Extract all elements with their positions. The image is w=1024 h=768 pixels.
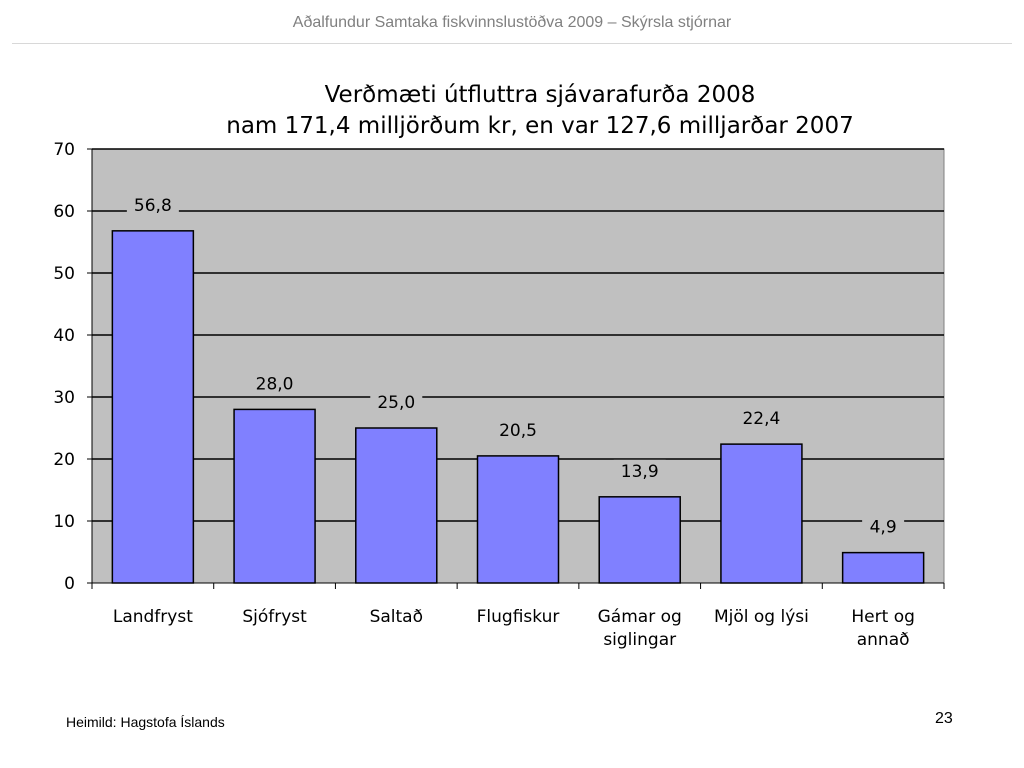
- data-label: 20,5: [499, 421, 537, 441]
- x-tick-label: annað: [857, 630, 910, 650]
- data-label: 22,4: [742, 409, 780, 429]
- data-label-background: [126, 193, 179, 216]
- x-tick-label: Mjöl og lýsi: [714, 607, 809, 627]
- y-tick-label: 0: [64, 574, 75, 594]
- bar: [111, 230, 195, 584]
- y-tick-label: 40: [53, 326, 75, 346]
- data-label: 56,8: [134, 196, 172, 216]
- x-tick-label: Hert og: [851, 607, 915, 627]
- chart-title: Verðmæti útfluttra sjávarafurða 2008: [324, 82, 756, 108]
- data-label-background: [735, 407, 788, 430]
- x-tick-label: Saltað: [370, 607, 423, 627]
- bar: [233, 408, 316, 584]
- x-tick-label: Gámar og: [598, 607, 682, 627]
- bar: [841, 551, 925, 584]
- data-label-background: [492, 418, 544, 441]
- bar: [598, 496, 681, 584]
- y-tick-label: 60: [53, 202, 75, 222]
- x-tick-label: Landfryst: [113, 607, 193, 627]
- x-tick-label: Flugfiskur: [477, 607, 560, 627]
- y-tick-label: 30: [53, 388, 75, 408]
- data-label: 4,9: [870, 518, 897, 538]
- data-label-background: [370, 391, 423, 413]
- data-label-background: [862, 515, 905, 538]
- data-label: 25,0: [377, 393, 415, 413]
- y-tick-label: 70: [53, 140, 75, 160]
- slide-header: Aðalfundur Samtaka fiskvinnslustöðva 200…: [292, 14, 732, 31]
- page-number: 23: [935, 710, 953, 727]
- y-tick-label: 50: [53, 264, 75, 284]
- data-label-background: [613, 459, 666, 482]
- data-label: 28,0: [256, 374, 294, 394]
- bar: [720, 443, 803, 584]
- x-tick-label: Sjófryst: [242, 607, 307, 627]
- y-tick-label: 10: [53, 512, 75, 532]
- bar: [476, 455, 560, 584]
- chart-subtitle: nam 171,4 milljörðum kr, en var 127,6 mi…: [226, 113, 854, 139]
- y-tick-label: 20: [53, 450, 75, 470]
- data-label: 13,9: [621, 462, 659, 482]
- bar: [355, 427, 438, 584]
- header-divider: [12, 43, 1012, 44]
- data-label-background: [248, 372, 301, 395]
- x-tick-label: siglingar: [603, 630, 676, 650]
- source-note: Heimild: Hagstofa Íslands: [66, 714, 225, 730]
